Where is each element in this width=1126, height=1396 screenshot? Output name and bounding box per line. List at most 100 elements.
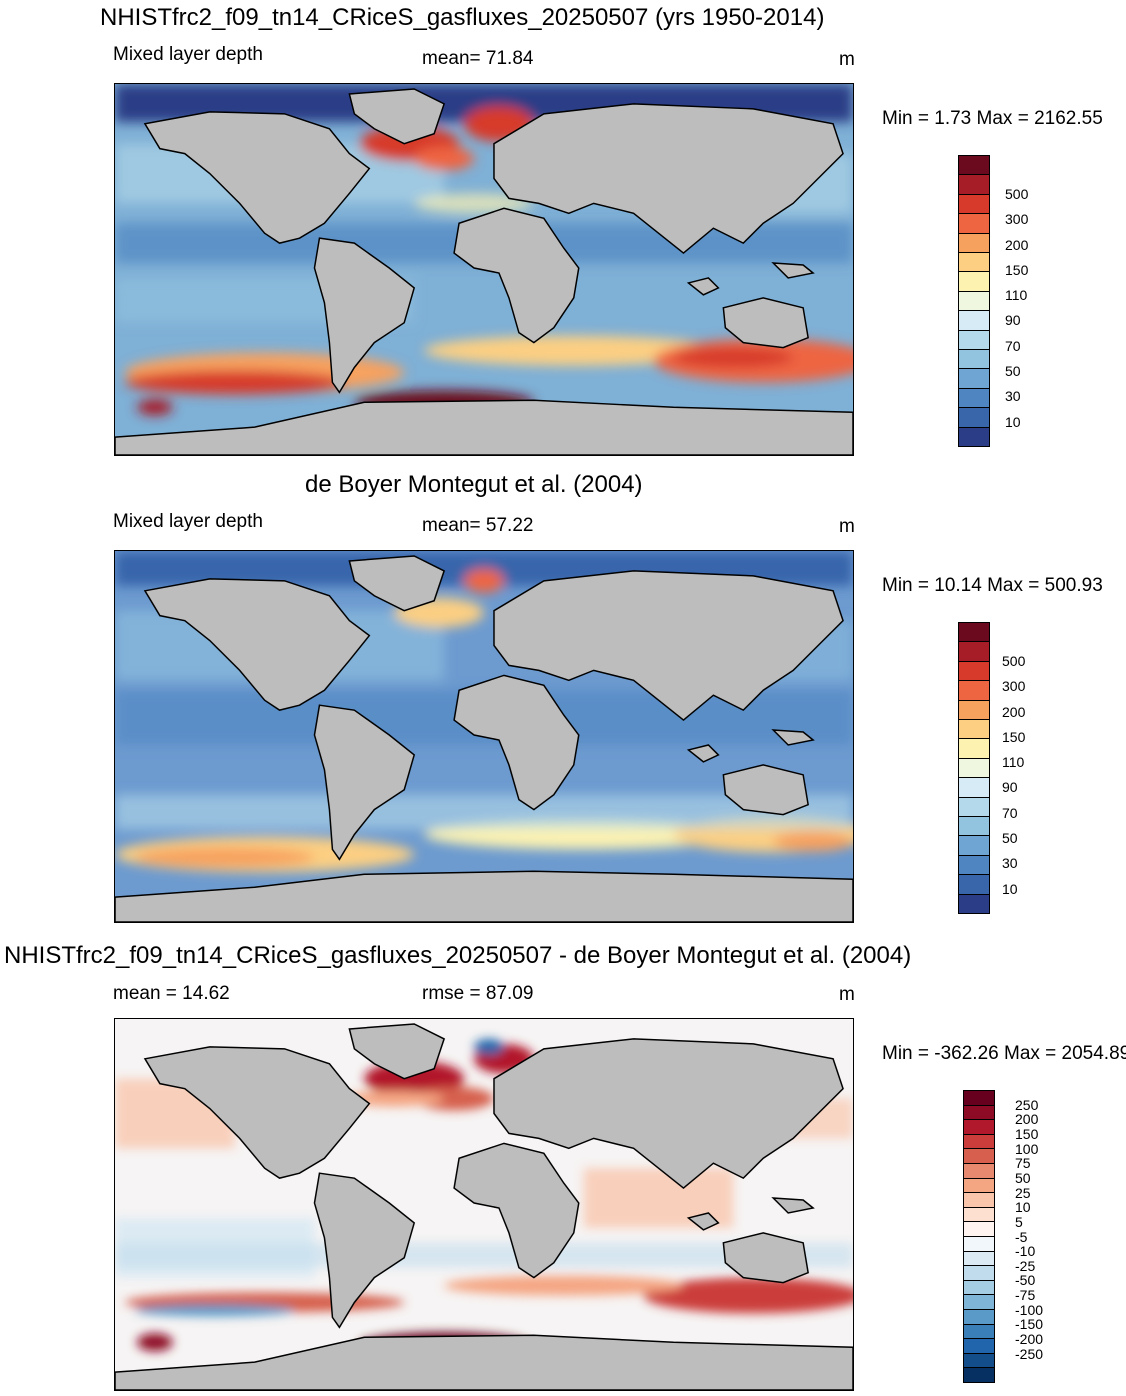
colorbar-tick-label: 300	[1002, 678, 1026, 695]
panel-1-colorbar	[958, 155, 990, 447]
colorbar-swatch	[964, 1339, 994, 1354]
colorbar-swatch	[964, 1163, 994, 1179]
colorbar-swatch	[964, 1266, 994, 1281]
colorbar-tick-label: 150	[1005, 261, 1029, 278]
panel-3-rmse-label: rmse = 87.09	[422, 983, 534, 1004]
panel-2-colorbar	[958, 622, 990, 914]
panel-2-minmax-label: Min = 10.14 Max = 500.93	[882, 575, 1103, 596]
panel-3-minmax-label: Min = -362.26 Max = 2054.89	[882, 1043, 1126, 1064]
colorbar-swatch	[959, 214, 989, 234]
colorbar-tick-label: 90	[1002, 779, 1018, 796]
colorbar-tick-label: 200	[1005, 236, 1029, 253]
colorbar-tick-label: -75	[1015, 1287, 1036, 1304]
panel-2-map	[114, 550, 854, 923]
panel-1-variable-label: Mixed layer depth	[113, 44, 263, 65]
map-3-svg	[115, 1019, 853, 1390]
panel-1-units-label: m	[839, 49, 855, 70]
colorbar-swatch	[959, 427, 989, 447]
colorbar-swatch	[959, 720, 989, 740]
colorbar-tick-label: 150	[1015, 1125, 1039, 1142]
colorbar-tick-label: 75	[1015, 1155, 1031, 1172]
colorbar-swatch	[959, 175, 989, 195]
panel-1-mean-label: mean= 71.84	[422, 48, 534, 69]
colorbar-swatch	[964, 1222, 994, 1237]
colorbar-swatch	[959, 156, 989, 176]
colorbar-swatch	[964, 1149, 994, 1164]
colorbar-swatch	[959, 291, 989, 312]
colorbar-tick-label: 70	[1002, 804, 1018, 821]
map-1-svg	[115, 84, 853, 455]
colorbar-tick-label: 30	[1005, 388, 1021, 405]
colorbar-tick-label: 100	[1015, 1140, 1039, 1157]
colorbar-swatch	[959, 797, 989, 818]
colorbar-swatch	[964, 1295, 994, 1310]
panel-3-map	[114, 1018, 854, 1391]
colorbar-tick-label: 110	[1002, 754, 1025, 771]
colorbar-tick-label: 200	[1015, 1111, 1039, 1128]
colorbar-swatch	[964, 1353, 994, 1369]
colorbar-swatch	[959, 875, 989, 895]
colorbar-swatch	[959, 388, 989, 409]
colorbar-tick-label: -50	[1015, 1272, 1036, 1289]
colorbar-swatch	[964, 1120, 994, 1135]
panel-1-map	[114, 83, 854, 456]
map-2-svg	[115, 551, 853, 922]
colorbar-swatch	[959, 623, 989, 643]
colorbar-swatch	[964, 1236, 994, 1252]
panel-2-variable-label: Mixed layer depth	[113, 511, 263, 532]
colorbar-tick-label: 500	[1002, 652, 1026, 669]
colorbar-tick-label: 5	[1015, 1213, 1023, 1230]
colorbar-swatch	[959, 661, 989, 682]
colorbar-swatch	[959, 642, 989, 662]
colorbar-tick-label: 250	[1015, 1096, 1039, 1113]
colorbar-swatch	[959, 778, 989, 798]
colorbar-swatch	[964, 1091, 994, 1106]
colorbar-swatch	[959, 272, 989, 292]
colorbar-swatch	[959, 253, 989, 273]
colorbar-swatch	[959, 836, 989, 856]
colorbar-tick-label: -5	[1015, 1228, 1028, 1245]
colorbar-swatch	[959, 330, 989, 351]
colorbar-tick-label: -100	[1015, 1301, 1044, 1318]
colorbar-swatch	[959, 350, 989, 370]
colorbar-tick-label: 150	[1002, 728, 1026, 745]
colorbar-tick-label: -250	[1015, 1345, 1044, 1362]
panel-3-mean-label: mean = 14.62	[113, 983, 230, 1004]
colorbar-swatch	[959, 855, 989, 876]
colorbar-tick-label: 10	[1005, 413, 1021, 430]
colorbar-tick-label: -25	[1015, 1257, 1036, 1274]
colorbar-swatch	[964, 1251, 994, 1267]
colorbar-swatch	[959, 681, 989, 701]
panel-3-units-label: m	[839, 984, 855, 1005]
colorbar-swatch	[959, 894, 989, 914]
colorbar-swatch	[964, 1134, 994, 1150]
colorbar-swatch	[964, 1324, 994, 1340]
colorbar-tick-label: 500	[1005, 185, 1029, 202]
colorbar-swatch	[964, 1193, 994, 1208]
colorbar-swatch	[959, 739, 989, 759]
colorbar-tick-label: -10	[1015, 1243, 1036, 1260]
colorbar-tick-label: 50	[1015, 1169, 1031, 1186]
colorbar-swatch	[964, 1368, 994, 1382]
panel-1-title: NHISTfrc2_f09_tn14_CRiceS_gasfluxes_2025…	[100, 4, 825, 31]
colorbar-swatch	[959, 817, 989, 837]
colorbar-tick-label: -150	[1015, 1316, 1044, 1333]
colorbar-tick-label: 110	[1005, 287, 1028, 304]
colorbar-swatch	[959, 700, 989, 721]
panel-3-colorbar	[963, 1090, 995, 1383]
colorbar-tick-label: 70	[1005, 337, 1021, 354]
panel-3-title: NHISTfrc2_f09_tn14_CRiceS_gasfluxes_2025…	[4, 942, 912, 969]
colorbar-swatch	[959, 311, 989, 331]
colorbar-swatch	[959, 758, 989, 779]
panel-2-title: de Boyer Montegut et al. (2004)	[305, 471, 643, 498]
colorbar-swatch	[959, 194, 989, 215]
colorbar-swatch	[964, 1178, 994, 1194]
colorbar-tick-label: -200	[1015, 1331, 1044, 1348]
colorbar-swatch	[959, 369, 989, 389]
panel-2-mean-label: mean= 57.22	[422, 515, 534, 536]
colorbar-swatch	[959, 408, 989, 428]
colorbar-tick-label: 90	[1005, 312, 1021, 329]
colorbar-tick-label: 10	[1002, 880, 1018, 897]
colorbar-swatch	[964, 1280, 994, 1296]
colorbar-tick-label: 50	[1002, 830, 1018, 847]
